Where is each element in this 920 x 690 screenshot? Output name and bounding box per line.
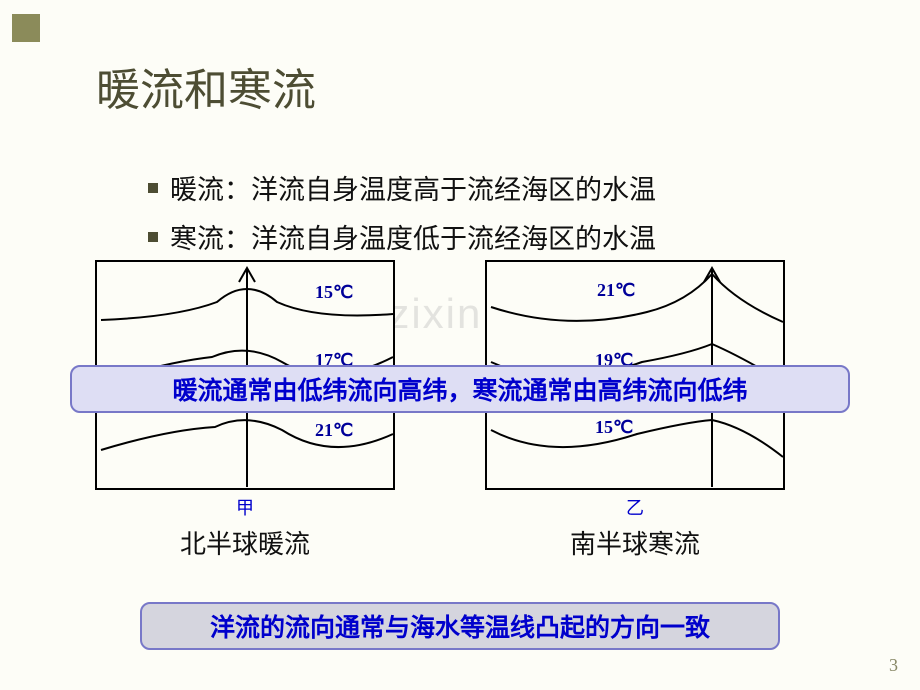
bullet-text: 寒流：洋流自身温度低于流经海区的水温 bbox=[170, 217, 656, 256]
accent-square bbox=[12, 14, 40, 42]
bullet-icon bbox=[148, 232, 158, 242]
diagram-caption: 南半球寒流 bbox=[485, 524, 785, 561]
diagram-char-label: 甲 bbox=[95, 494, 395, 520]
temp-label: 21℃ bbox=[315, 420, 353, 441]
bullet-icon bbox=[148, 183, 158, 193]
temp-label: 15℃ bbox=[315, 282, 353, 303]
page-number: 3 bbox=[889, 655, 898, 676]
diagram-caption: 北半球暖流 bbox=[95, 524, 395, 561]
bullet-text: 暖流：洋流自身温度高于流经海区的水温 bbox=[170, 168, 656, 207]
bullet-item: 暖流：洋流自身温度高于流经海区的水温 bbox=[148, 168, 656, 207]
temp-label: 15℃ bbox=[595, 417, 633, 438]
highlight-box-2: 洋流的流向通常与海水等温线凸起的方向一致 bbox=[140, 602, 780, 650]
bullet-list: 暖流：洋流自身温度高于流经海区的水温 寒流：洋流自身温度低于流经海区的水温 bbox=[148, 168, 656, 266]
bullet-item: 寒流：洋流自身温度低于流经海区的水温 bbox=[148, 217, 656, 256]
diagram-char-label: 乙 bbox=[485, 494, 785, 520]
slide-title: 暖流和寒流 bbox=[96, 54, 316, 118]
temp-label: 21℃ bbox=[597, 280, 635, 301]
highlight-box-1: 暖流通常由低纬流向高纬，寒流通常由高纬流向低纬 bbox=[70, 365, 850, 413]
